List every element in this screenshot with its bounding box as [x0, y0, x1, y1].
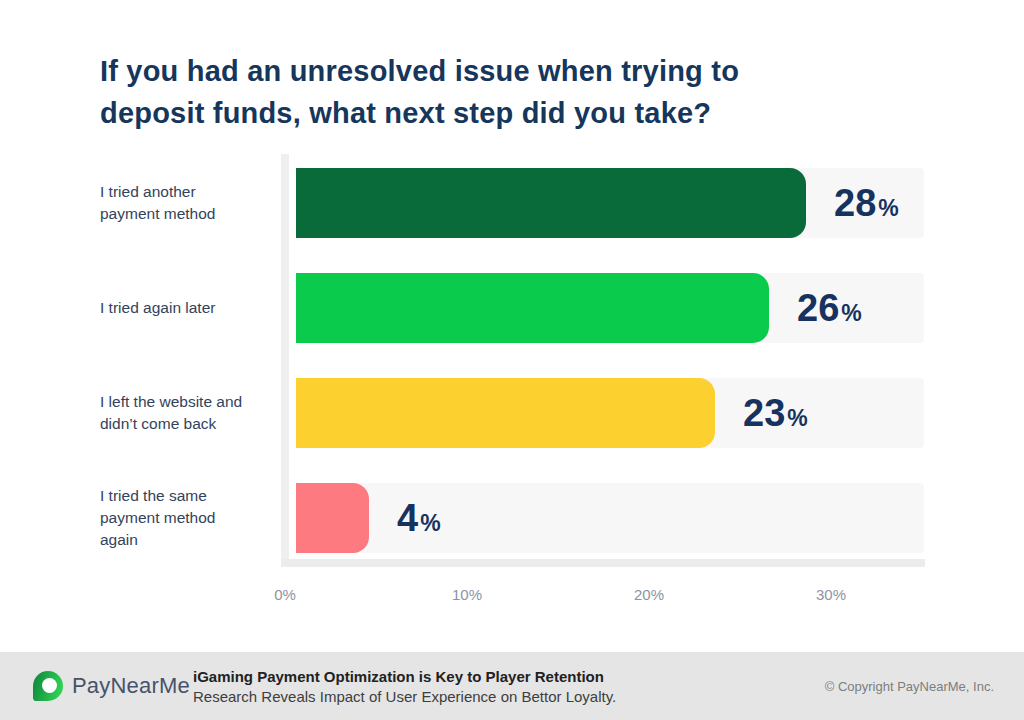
bar-row: I tried another payment method 28% [0, 168, 1024, 238]
copyright-text: © Copyright PayNearMe, Inc. [825, 679, 994, 694]
brand-wordmark: PayNearMe [72, 673, 190, 699]
bar-fill [296, 378, 715, 448]
bar-value-label: 26% [797, 273, 862, 343]
bar-row: I tried the same payment method again 4% [0, 483, 1024, 553]
bar-fill [296, 483, 369, 553]
bar-category-label: I tried the same payment method again [100, 483, 290, 553]
footer: PayNearMe iGaming Payment Optimization i… [0, 652, 1024, 720]
bar-value-label: 4% [397, 483, 441, 553]
bar-track [296, 168, 924, 238]
x-axis-tick-label: 10% [452, 586, 482, 603]
bar-category-label: I tried again later [100, 273, 290, 343]
caption-title: iGaming Payment Optimization is Key to P… [193, 668, 616, 685]
caption-subtitle: Research Reveals Impact of User Experien… [193, 688, 616, 705]
bar-value-label: 23% [743, 378, 808, 448]
bar-category-label: I left the website and didn’t come back [100, 378, 290, 448]
bar-fill [296, 273, 769, 343]
bar-row: I left the website and didn’t come back 2… [0, 378, 1024, 448]
x-axis-tick-label: 0% [274, 586, 296, 603]
x-axis-tick-label: 20% [634, 586, 664, 603]
logo-dot [42, 678, 57, 693]
bar-track [296, 378, 924, 448]
bar-category-label: I tried another payment method [100, 168, 290, 238]
infographic-canvas: If you had an unresolved issue when tryi… [0, 0, 1024, 720]
x-axis-tick-label: 30% [816, 586, 846, 603]
footer-caption: iGaming Payment Optimization is Key to P… [193, 668, 616, 705]
bar-fill [296, 168, 806, 238]
paynearme-logo-icon [33, 671, 63, 701]
bar-track [296, 483, 924, 553]
bar-row: I tried again later 26% [0, 273, 1024, 343]
x-axis-line [281, 559, 925, 567]
bar-value-label: 28% [834, 168, 899, 238]
bar-chart: I tried another payment method28%I tried… [0, 0, 1024, 720]
brand: PayNearMe [33, 671, 190, 701]
